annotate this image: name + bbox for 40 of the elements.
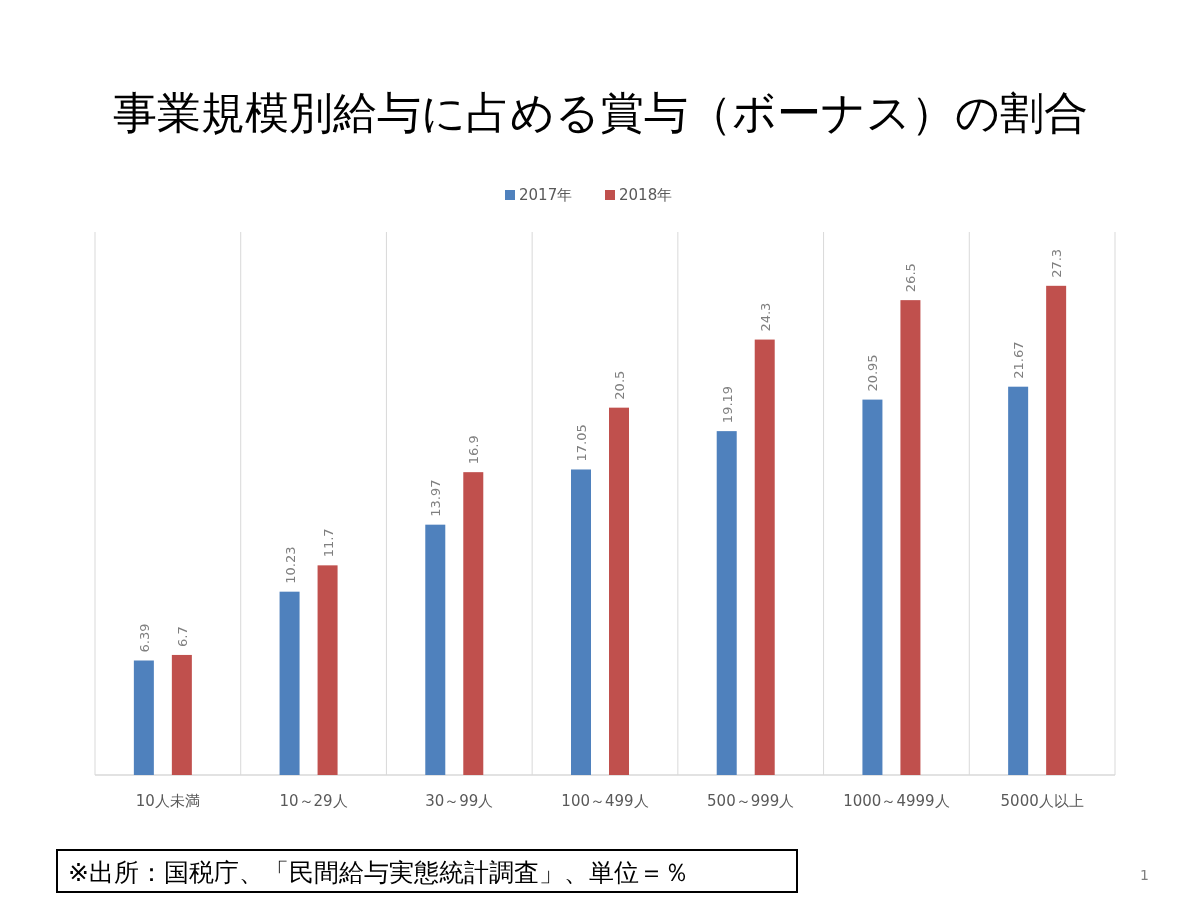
- data-label: 17.05: [574, 424, 589, 462]
- x-tick-label: 500～999人: [707, 792, 795, 810]
- data-label: 19.19: [719, 385, 735, 424]
- chart-title: 事業規模別給与に占める賞与（ボーナス）の割合: [112, 87, 1088, 138]
- text: ※出所：国税庁、「民間給与実態統計調査」、単位＝％: [68, 858, 689, 887]
- bar: [1008, 386, 1029, 775]
- bar: [862, 399, 883, 775]
- x-tick-label: 100～499人: [561, 792, 649, 810]
- bar: [171, 654, 192, 775]
- data-label: 6.39: [136, 623, 152, 653]
- x-tick-label: 30～99人: [425, 792, 494, 810]
- x-tick-label: 10人未満: [135, 792, 200, 810]
- data-label: 20.5: [612, 370, 627, 400]
- bar: [754, 339, 775, 775]
- data-label: 20.95: [865, 354, 881, 392]
- bar: [609, 407, 629, 775]
- data-label: 13.97: [428, 479, 444, 517]
- x-tick-label: 1000～4999人: [843, 792, 950, 810]
- bar: [317, 565, 338, 775]
- x-tick-label: 10～29人: [279, 792, 348, 810]
- data-label: 27.3: [1049, 248, 1065, 278]
- bar: [279, 591, 300, 775]
- data-label: 16.9: [466, 435, 482, 465]
- legend-label: 2017年: [519, 186, 573, 204]
- bar: [716, 431, 737, 775]
- bar: [1046, 285, 1067, 775]
- data-label: 26.5: [903, 263, 919, 293]
- bar: [425, 524, 446, 775]
- data-label: 21.67: [1011, 341, 1027, 379]
- legend-label: 2018年: [619, 186, 673, 204]
- data-label: 10.23: [282, 546, 298, 584]
- text: 1: [1140, 867, 1149, 883]
- bar: [900, 300, 921, 775]
- bar: [571, 469, 591, 775]
- data-label: 6.7: [174, 626, 190, 647]
- bar: [133, 660, 154, 775]
- x-tick-label: 5000人以上: [1000, 792, 1084, 810]
- data-label: 24.3: [757, 302, 773, 332]
- data-label: 11.7: [320, 528, 336, 558]
- bar: [463, 472, 484, 775]
